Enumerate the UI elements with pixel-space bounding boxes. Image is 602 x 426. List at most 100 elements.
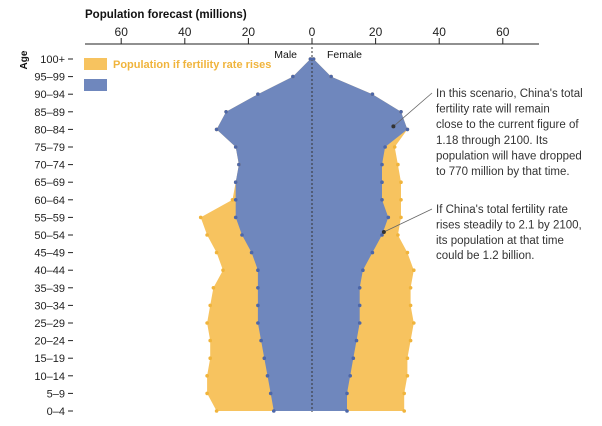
age-group-label: 10–14 [34, 371, 65, 383]
data-point-female [370, 250, 375, 255]
data-point-female [408, 338, 413, 343]
x-tick-label: 40 [433, 25, 447, 39]
data-point-male [205, 321, 209, 325]
annotation-text-line: to 770 million by that time. [436, 166, 570, 178]
data-point-female [370, 92, 375, 96]
data-point-male [214, 409, 219, 413]
data-point-male [208, 356, 212, 361]
data-point-female [402, 391, 407, 396]
data-point-male [256, 92, 260, 96]
data-point-female [380, 198, 384, 202]
age-group-label: 50–54 [34, 230, 65, 242]
x-tick-label: 60 [496, 25, 510, 39]
annotation-text-line: rises steadily to 2.1 by 2100, [436, 219, 582, 231]
data-point-male [214, 127, 219, 132]
data-point-male [259, 338, 263, 343]
legend-label-fertility: Population if fertility rate rises [113, 59, 271, 71]
annotation-leader-line [383, 208, 433, 233]
annotation-marker [381, 230, 386, 234]
data-point-female [396, 233, 400, 237]
data-point-male [237, 162, 241, 167]
age-group-label: 75–79 [34, 142, 65, 154]
male-label: Male [274, 49, 297, 61]
x-axis-ticks: 60 40 20 0 20 40 60 [115, 25, 510, 44]
data-point-male [256, 268, 260, 273]
data-point-female [380, 233, 384, 237]
age-group-label: 25–29 [34, 318, 65, 330]
age-group-label: 80–84 [34, 124, 65, 136]
data-point-male [265, 374, 270, 378]
data-point-male [214, 250, 219, 255]
data-point-female [345, 391, 349, 396]
x-tick-label: 20 [242, 25, 256, 39]
age-group-labels: 100+ 95–99 90–94 85–89 80–84 75–79 70–74 65–69 6… [34, 54, 73, 418]
x-tick-label: 60 [115, 25, 129, 39]
data-point-male [233, 180, 238, 184]
data-point-female [405, 127, 410, 132]
age-group-label: 5–9 [47, 388, 65, 400]
data-point-female [383, 145, 387, 149]
data-point-female [354, 338, 359, 343]
data-point-male [198, 215, 203, 220]
age-group-label: 30–34 [34, 300, 65, 312]
age-group-label: 15–19 [34, 353, 65, 365]
data-point-female [351, 356, 356, 361]
legend-swatch-un [84, 79, 107, 91]
x-tick-label: 0 [309, 25, 316, 39]
legend-label-un-line2: likely scenario [113, 94, 189, 106]
data-point-male [308, 57, 313, 61]
chart-title: Population forecast (millions) [85, 9, 247, 21]
annotation-text-line: In this scenario, China's total [436, 88, 583, 100]
data-point-male [208, 303, 212, 308]
data-point-male [224, 110, 228, 114]
annotations: In this scenario, China's total fertility… [381, 88, 583, 262]
data-point-female [408, 303, 413, 308]
y-axis-label: Age [19, 50, 30, 69]
data-point-male [205, 374, 209, 378]
data-point-female [345, 409, 349, 413]
data-point-female [357, 303, 362, 308]
annotation-text-line: 1.18 through 2100. Its [436, 135, 548, 147]
data-point-male [291, 74, 295, 79]
data-point-male [256, 321, 260, 325]
data-point-male [249, 250, 254, 255]
age-group-label: 45–49 [34, 248, 65, 260]
data-point-female [311, 57, 316, 61]
data-point-female [399, 215, 403, 220]
data-point-male [262, 356, 267, 361]
annotation-text-line: fertility rate will remain [436, 104, 550, 116]
data-points [198, 57, 416, 413]
data-point-female [405, 374, 410, 378]
age-group-label: 90–94 [34, 89, 65, 101]
legend-label-un-line1: The U.N.'s most [113, 80, 196, 92]
data-point-male [256, 286, 260, 290]
age-group-label: 60–64 [34, 195, 65, 207]
annotation-marker [391, 124, 396, 129]
data-point-male [233, 215, 238, 220]
age-group-label: 20–24 [34, 336, 65, 348]
data-point-female [380, 180, 384, 184]
data-point-male [208, 338, 212, 343]
data-point-female [408, 286, 413, 290]
data-point-female [405, 356, 410, 361]
data-point-female [405, 250, 410, 255]
data-point-female [386, 215, 391, 220]
data-point-male [268, 391, 273, 396]
annotation-text-line: could be 1.2 billion. [436, 250, 534, 262]
data-point-male [233, 145, 238, 149]
legend: Population if fertility rate rises The U… [84, 58, 271, 106]
data-point-male [211, 286, 216, 290]
female-label: Female [327, 49, 362, 61]
age-group-label: 70–74 [34, 160, 65, 172]
annotation-text-line: its population at that time [436, 235, 564, 247]
data-point-female [412, 268, 416, 273]
legend-swatch-fertility [84, 58, 107, 70]
data-point-male [272, 409, 276, 413]
data-point-female [402, 409, 407, 413]
data-point-female [357, 321, 362, 325]
annotation-text-line: population will have dropped [436, 150, 582, 162]
data-point-female [392, 145, 397, 149]
age-group-label: 55–59 [34, 212, 65, 224]
x-tick-label: 20 [369, 25, 383, 39]
